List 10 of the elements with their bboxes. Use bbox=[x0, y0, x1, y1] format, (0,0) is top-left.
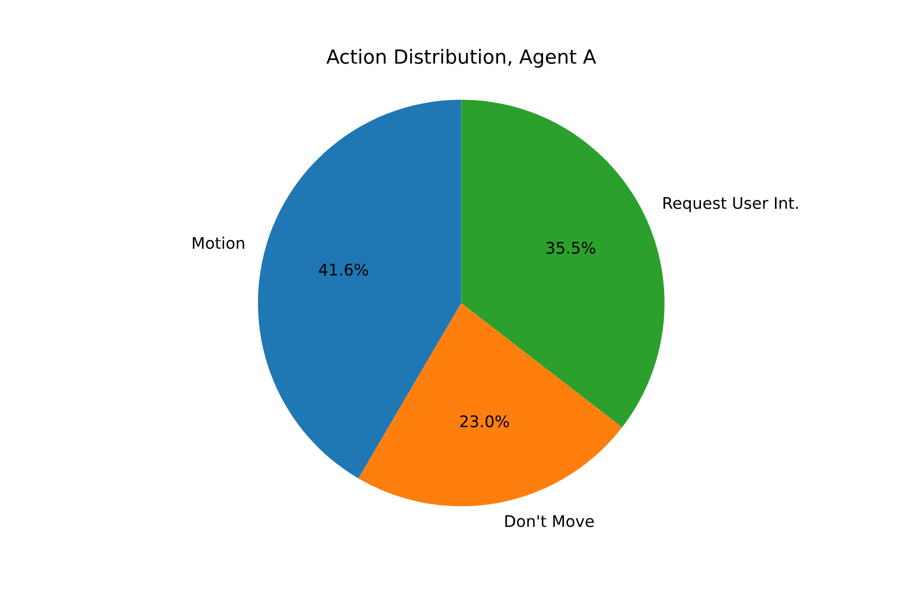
pie-slice bbox=[461, 100, 665, 428]
data-label: 41.6% bbox=[318, 264, 368, 276]
slice-label: Don't Move bbox=[505, 515, 594, 528]
slice-label: Request User Int. bbox=[664, 197, 798, 212]
data-label: 23.0% bbox=[460, 415, 509, 428]
pie-slice bbox=[258, 100, 462, 478]
pie-slice bbox=[358, 303, 622, 506]
chart-title: Action Distribution, Agent A bbox=[326, 48, 596, 68]
data-label: 35.5% bbox=[546, 242, 596, 254]
slice-label: Motion bbox=[192, 236, 244, 250]
